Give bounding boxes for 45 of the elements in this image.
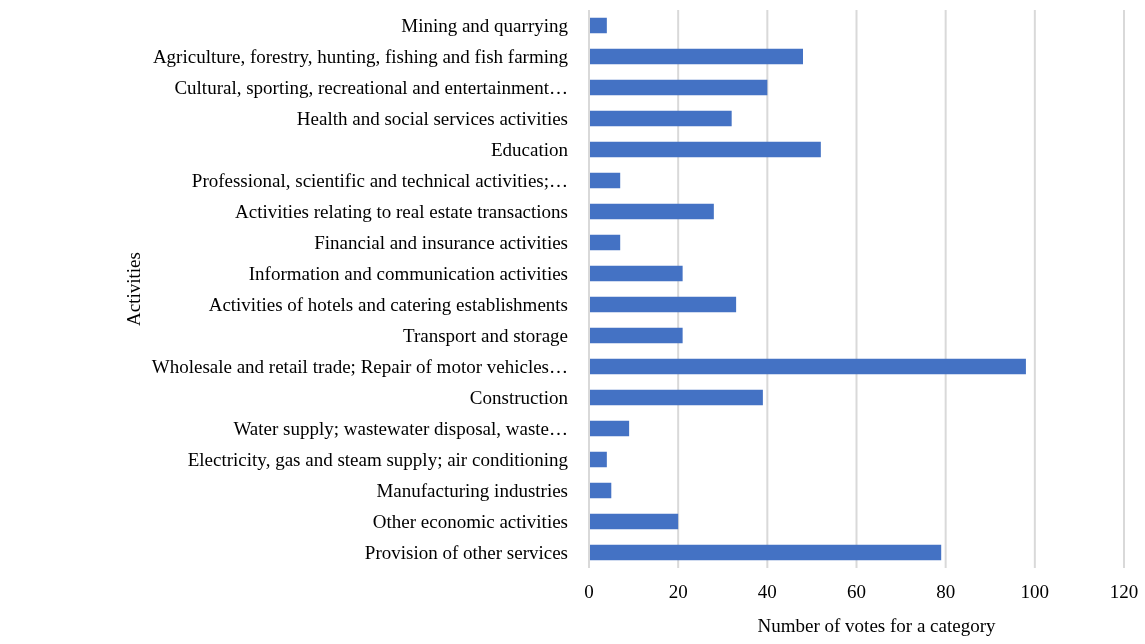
bar	[589, 17, 607, 34]
y-tick-label: Information and communication activities	[248, 263, 568, 285]
bar	[589, 296, 737, 313]
bar	[589, 420, 630, 437]
bar	[589, 172, 621, 189]
x-tick-label: 0	[584, 581, 594, 602]
y-tick-label: Electricity, gas and steam supply; air conditioning	[187, 449, 569, 471]
bar	[589, 544, 942, 561]
y-axis-title: Activities	[123, 252, 144, 326]
y-tick-label: Other economic activities	[372, 511, 568, 533]
bar	[589, 482, 612, 499]
bar	[589, 110, 732, 127]
y-tick-label: Provision of other services	[364, 542, 568, 564]
x-tick-label: 40	[757, 581, 777, 602]
y-tick-label: Activities relating to real estate transactions	[235, 201, 568, 223]
y-tick-label: Transport and storage	[403, 325, 568, 347]
y-tick-label: Water supply; wastewater disposal, waste…	[233, 418, 568, 440]
y-tick-label: Construction	[469, 387, 569, 409]
x-tick-label: 60	[847, 581, 866, 602]
x-axis-title: Number of votes for a category	[757, 615, 996, 636]
x-tick-label: 20	[668, 581, 688, 602]
y-tick-label: Financial and insurance activities	[314, 232, 568, 254]
y-tick-label: Mining and quarrying	[401, 15, 569, 37]
bar	[589, 203, 714, 220]
bar	[589, 141, 821, 158]
bar	[589, 327, 683, 344]
y-tick-label: Professional, scientific and technical activities;…	[191, 170, 568, 192]
x-tick-label: 80	[936, 581, 956, 602]
bar	[589, 358, 1026, 375]
y-tick-label: Education	[490, 139, 569, 161]
y-tick-label: Wholesale and retail trade; Repair of motor vehicles…	[151, 356, 568, 378]
bar	[589, 234, 621, 251]
bar	[589, 48, 803, 65]
y-tick-label: Cultural, sporting, recreational and entertainment…	[174, 77, 568, 99]
y-tick-label: Health and social services activities	[296, 108, 568, 130]
y-tick-label: Activities of hotels and catering establishments	[208, 294, 568, 316]
bar	[589, 389, 763, 406]
x-tick-label: 120	[1109, 581, 1139, 602]
bar	[589, 265, 683, 282]
bar	[589, 513, 679, 530]
bar	[589, 451, 607, 468]
y-tick-label: Agriculture, forestry, hunting, fishing and fish farming	[152, 46, 569, 68]
y-tick-label: Manufacturing industries	[376, 480, 568, 502]
bar	[589, 79, 768, 96]
x-tick-label: 100	[1020, 581, 1050, 602]
